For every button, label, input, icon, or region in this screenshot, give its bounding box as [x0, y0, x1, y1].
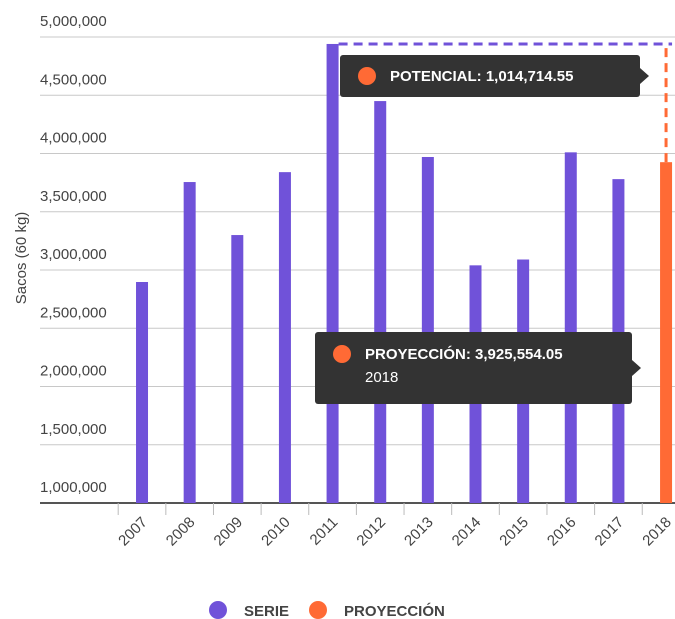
x-tick-label: 2013 — [401, 514, 437, 550]
tooltip-pointer — [632, 360, 641, 376]
bar — [660, 162, 673, 503]
x-tick-label: 2012 — [353, 514, 389, 550]
x-tick-label: 2018 — [639, 514, 675, 550]
y-tick-label: 4,000,000 — [40, 130, 107, 147]
bar — [374, 101, 387, 503]
legend-label: PROYECCIÓN — [344, 602, 445, 619]
y-tick-label: 3,500,000 — [40, 188, 107, 205]
bar — [564, 152, 577, 503]
legend-marker — [309, 601, 327, 619]
x-tick-label: 2007 — [115, 514, 151, 550]
bar — [326, 43, 339, 504]
bar — [183, 182, 196, 504]
x-tick-label: 2010 — [258, 514, 294, 550]
y-tick-label: 3,000,000 — [40, 246, 107, 263]
bar — [421, 156, 434, 503]
y-tick-label: 5,000,000 — [40, 13, 107, 30]
tooltip: PROYECCIÓN: 3,925,554.05 2018 — [315, 332, 641, 404]
bar — [136, 281, 149, 503]
tooltip-box — [315, 332, 632, 404]
y-tick-label: 2,000,000 — [40, 363, 107, 380]
y-tick-label: 1,500,000 — [40, 421, 107, 438]
x-tick-label: 2017 — [592, 514, 628, 550]
x-tick-label: 2008 — [163, 514, 199, 550]
tooltip-dot — [333, 345, 351, 363]
y-tick-label: 4,500,000 — [40, 71, 107, 88]
y-tick-label: 1,000,000 — [40, 479, 107, 496]
tooltip-dot — [358, 67, 376, 85]
tooltip-pointer — [640, 68, 649, 84]
tooltip-box — [340, 55, 640, 97]
x-tick-label: 2011 — [307, 514, 342, 549]
legend-marker — [209, 601, 227, 619]
tooltip-text: PROYECCIÓN: 3,925,554.05 — [365, 345, 563, 363]
x-tick-label: 2016 — [544, 514, 580, 550]
legend-label: SERIE — [244, 603, 289, 619]
tooltip: POTENCIAL: 1,014,714.55 — [340, 55, 649, 97]
y-tick-label: 2,500,000 — [40, 304, 107, 321]
bar — [231, 235, 244, 504]
y-axis-label: Sacos (60 kg) — [13, 212, 30, 305]
x-tick-label: 2009 — [211, 514, 247, 550]
bar — [278, 172, 291, 503]
x-tick-label: 2014 — [449, 514, 485, 550]
tooltip-text: POTENCIAL: 1,014,714.55 — [390, 68, 573, 85]
tooltip-sub: 2018 — [365, 369, 398, 386]
x-tick-label: 2015 — [496, 514, 532, 550]
